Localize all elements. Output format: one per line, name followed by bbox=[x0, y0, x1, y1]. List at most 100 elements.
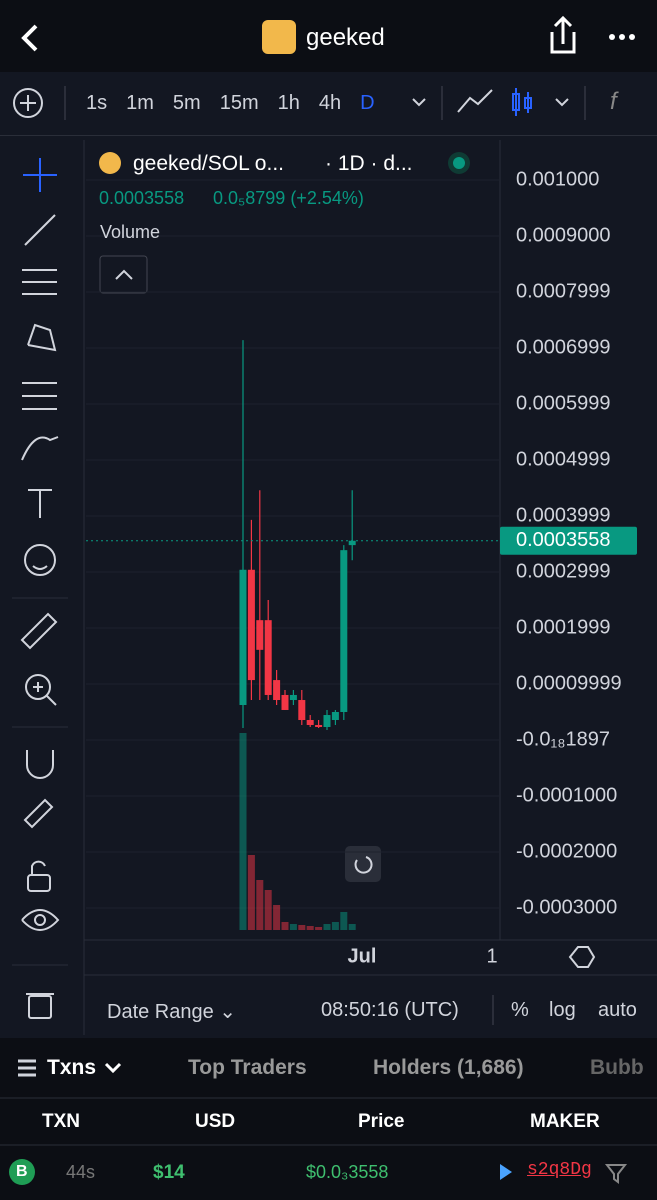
candle-body bbox=[298, 700, 306, 721]
volume-bar bbox=[247, 855, 255, 930]
tab[interactable]: Holders (1,686) bbox=[373, 1056, 524, 1079]
settings[interactable] bbox=[568, 946, 596, 968]
usd: $14 bbox=[153, 1162, 185, 1183]
candle-body bbox=[315, 724, 323, 728]
badge: B bbox=[16, 1163, 28, 1180]
collapse-button[interactable] bbox=[99, 255, 148, 294]
more-button[interactable] bbox=[609, 34, 635, 40]
th[interactable]: Price bbox=[358, 1111, 405, 1132]
th[interactable]: USD bbox=[195, 1111, 236, 1132]
candle-body bbox=[331, 712, 339, 721]
volume-bar bbox=[340, 912, 348, 930]
percent[interactable]: % bbox=[511, 999, 529, 1021]
legend-symbol: geeked/SOL o... bbox=[133, 152, 284, 175]
legend-price: 0.0003558 bbox=[99, 188, 185, 208]
interval[interactable]: 4h bbox=[318, 92, 342, 114]
legend-meta: · 1D · d... bbox=[325, 152, 413, 175]
age: 44s bbox=[66, 1162, 96, 1182]
maker-icon bbox=[500, 1164, 512, 1180]
interval-menu[interactable] bbox=[412, 98, 426, 107]
y-tick-label: 0.0004999 bbox=[516, 448, 611, 470]
interval[interactable]: 1m bbox=[126, 92, 154, 114]
token-avatar bbox=[262, 20, 296, 54]
log[interactable]: log bbox=[549, 999, 576, 1021]
volume-bar bbox=[315, 927, 323, 930]
interval[interactable]: D bbox=[360, 92, 375, 114]
date-range[interactable]: Date Range ⌄ bbox=[107, 1001, 237, 1023]
y-tick-label: 0.0005999 bbox=[516, 392, 611, 414]
header-bar bbox=[0, 0, 657, 72]
intervals: 1s 1m 5m 15m 1h 4h D bbox=[86, 92, 394, 115]
candle-body bbox=[340, 550, 348, 712]
volume-bar bbox=[281, 922, 289, 930]
volume-bar bbox=[239, 733, 247, 930]
style-menu[interactable] bbox=[555, 98, 569, 107]
tab[interactable]: Txns bbox=[47, 1056, 97, 1079]
volume-bar bbox=[298, 925, 306, 930]
line-style[interactable] bbox=[457, 89, 493, 113]
y-tick-label: 0.0003999 bbox=[516, 504, 611, 526]
interval[interactable]: 1s bbox=[86, 92, 108, 114]
candle-body bbox=[239, 569, 247, 705]
tab[interactable]: Bubb bbox=[590, 1056, 644, 1079]
th[interactable]: MAKER bbox=[530, 1111, 600, 1132]
tab[interactable]: Top Traders bbox=[188, 1056, 307, 1079]
y-tick-label: 0.0001999 bbox=[516, 616, 611, 638]
date-range-label: Date Range bbox=[107, 1001, 214, 1023]
legend-volume: Volume bbox=[100, 222, 161, 242]
y-tick-label: -0.0001000 bbox=[516, 784, 617, 806]
maker[interactable]: s2q8Dg bbox=[527, 1160, 592, 1180]
volume-bar bbox=[348, 924, 356, 930]
candle-body bbox=[247, 569, 255, 681]
toolbar-bar bbox=[0, 73, 657, 136]
y-tick-label: 0.0007999 bbox=[516, 280, 611, 302]
back-button[interactable] bbox=[21, 24, 38, 52]
collapse-icon bbox=[115, 269, 133, 280]
candle-body bbox=[306, 720, 314, 725]
interval[interactable]: 5m bbox=[172, 92, 201, 114]
filter-button[interactable] bbox=[604, 1164, 628, 1184]
txns-menu[interactable] bbox=[104, 1062, 122, 1074]
legend-change: 0.0₅8799 (+2.54%) bbox=[213, 188, 364, 208]
txns-icon bbox=[18, 1059, 36, 1077]
candle-body bbox=[323, 715, 331, 728]
interval[interactable]: 1h bbox=[277, 92, 300, 114]
auto[interactable]: auto bbox=[598, 999, 637, 1021]
volume-bar bbox=[289, 924, 297, 930]
add-indicator[interactable] bbox=[13, 88, 43, 118]
share-button[interactable] bbox=[550, 15, 576, 54]
y-tick-label: 0.001000 bbox=[516, 168, 599, 190]
fx[interactable]: f bbox=[610, 88, 617, 115]
y-tick-label: 0.00009999 bbox=[516, 672, 622, 694]
bottom-panel bbox=[0, 1038, 657, 1200]
y-tick-label: 0.0006999 bbox=[516, 336, 611, 358]
title: geeked bbox=[306, 24, 385, 51]
candle-body bbox=[256, 620, 264, 650]
buy-badge bbox=[9, 1159, 35, 1185]
drawing-tools[interactable] bbox=[20, 158, 60, 1019]
volume-bar bbox=[331, 922, 339, 930]
x-label: 1 bbox=[486, 945, 497, 967]
symbol-avatar bbox=[99, 152, 121, 174]
reset-button[interactable] bbox=[345, 846, 381, 882]
candle-style[interactable] bbox=[512, 88, 532, 116]
last-price-box bbox=[500, 526, 637, 555]
candle-body bbox=[264, 620, 272, 695]
interval[interactable]: 15m bbox=[219, 92, 259, 114]
last-price-label: 0.0003558 bbox=[516, 529, 611, 551]
status-dot bbox=[453, 157, 465, 169]
volume-bar bbox=[264, 890, 272, 930]
volume-bar bbox=[306, 926, 314, 930]
volume-bar bbox=[256, 880, 264, 930]
volume-bar bbox=[273, 905, 281, 930]
y-tick-label: -0.0003000 bbox=[516, 896, 617, 918]
y-tick-label: -0.0002000 bbox=[516, 840, 617, 862]
candle-body bbox=[281, 694, 289, 710]
candle-body bbox=[273, 680, 281, 701]
volume-bar bbox=[323, 924, 331, 930]
y-tick-label: 0.0009000 bbox=[516, 224, 611, 246]
candle-body bbox=[348, 540, 356, 546]
th[interactable]: TXN bbox=[42, 1111, 80, 1132]
